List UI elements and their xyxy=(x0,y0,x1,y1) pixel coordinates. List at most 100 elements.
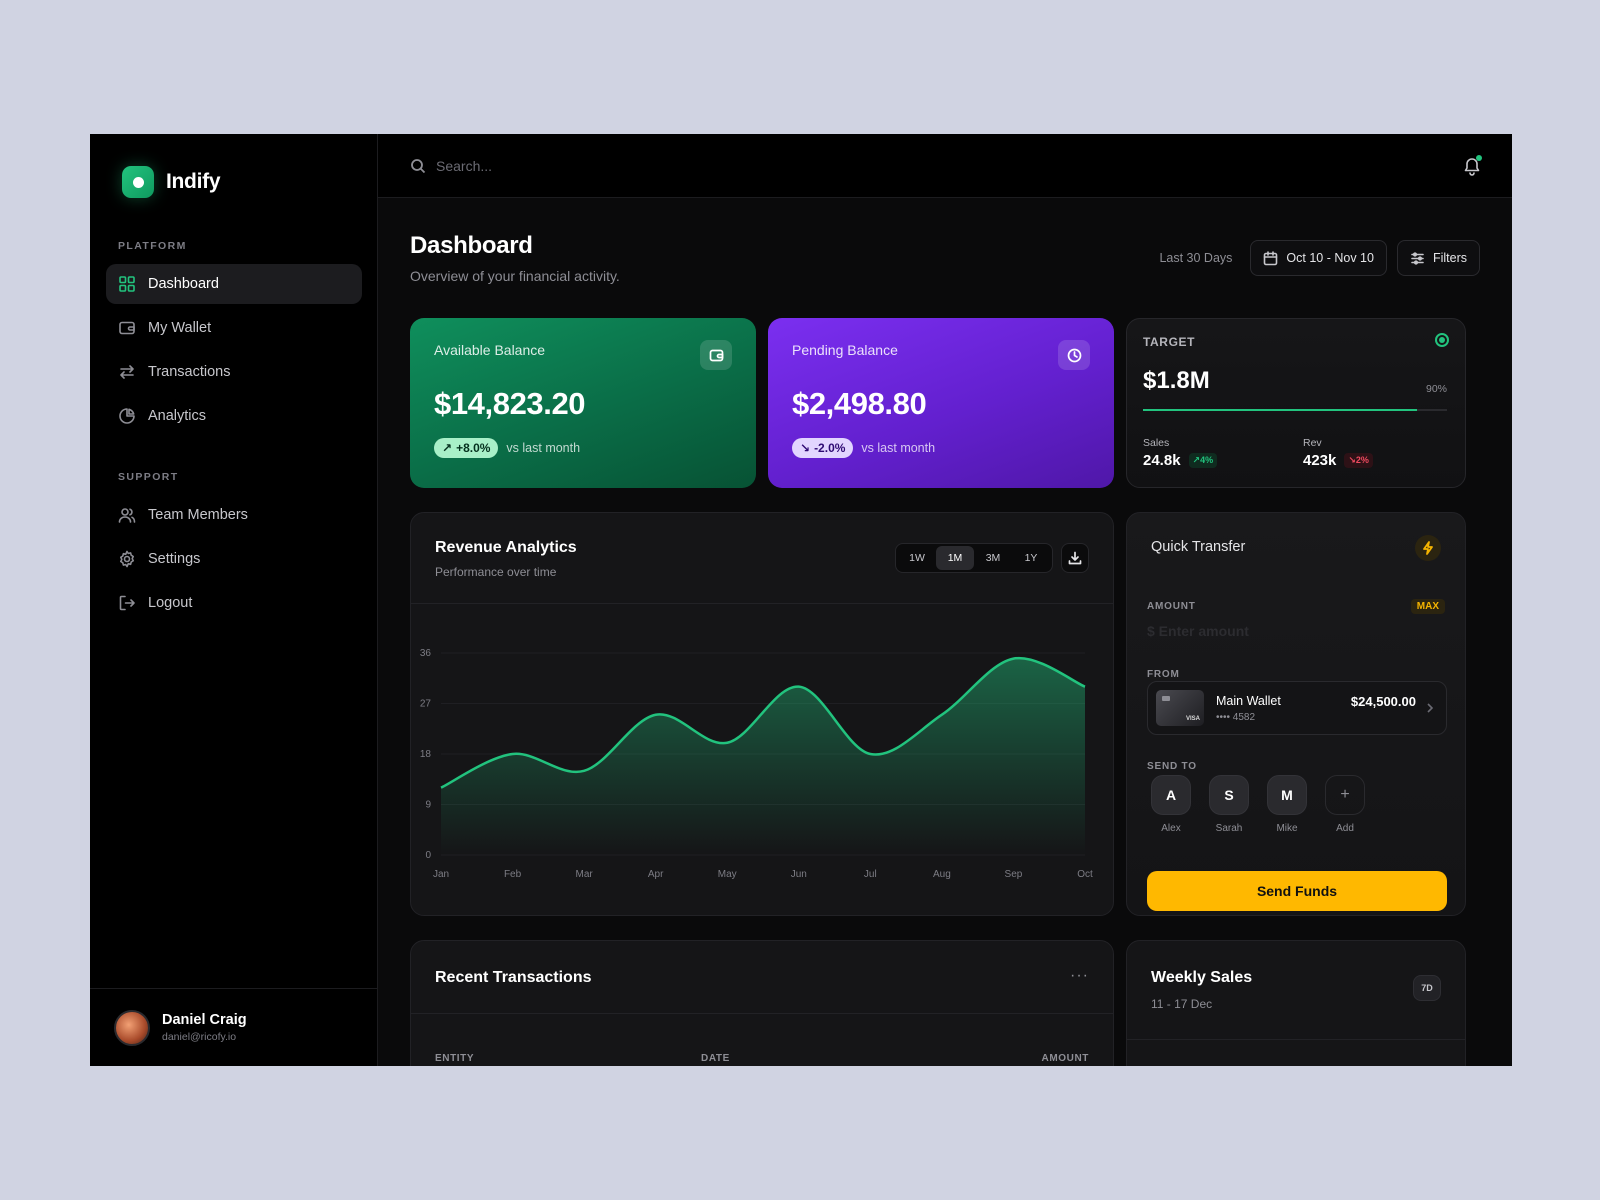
x-tick-label: Feb xyxy=(504,869,522,880)
sidebar-item-label: Settings xyxy=(148,551,201,567)
range-option-1m[interactable]: 1M xyxy=(936,546,974,570)
target-progress-track xyxy=(1143,409,1447,411)
add-contact-button[interactable]: + Add xyxy=(1325,775,1365,834)
plus-icon: + xyxy=(1325,775,1365,815)
revenue-line xyxy=(440,656,1086,789)
weekly-subtitle: 11 - 17 Dec xyxy=(1151,997,1213,1011)
range-option-3m[interactable]: 3M xyxy=(985,552,1001,564)
arrows-icon xyxy=(120,365,134,379)
search-input[interactable]: Search... xyxy=(410,158,492,174)
revenue-area xyxy=(441,658,1085,855)
column-header-entity[interactable]: ENTITY xyxy=(435,1053,475,1064)
revenue-chart: 0 9 18 27 36 Jan Feb Mar Apr May Jun Jul Aug Sep Oct xyxy=(420,648,1093,880)
amount-input[interactable]: $ Enter amount xyxy=(1147,623,1249,639)
contact-name: Sarah xyxy=(1215,823,1243,834)
target-card: TARGET $1.8M 90% Sales 24.8k ↗4% Rev 423… xyxy=(1126,318,1466,488)
more-options-icon[interactable]: ··· xyxy=(1070,967,1089,984)
sidebar-item-label: Team Members xyxy=(148,507,248,523)
user-email: daniel@ricofy.io xyxy=(162,1031,237,1043)
nav-platform: PLATFORM Dashboard My Wallet Transaction… xyxy=(106,240,362,440)
available-balance-delta: ↗ +8.0% vs last month xyxy=(434,438,580,458)
rev-delta: ↘2% xyxy=(1344,453,1373,468)
contact-alex[interactable]: A Alex xyxy=(1151,775,1191,834)
amount-label: AMOUNT xyxy=(1147,601,1196,612)
download-button[interactable] xyxy=(1061,543,1089,573)
target-progress-fill xyxy=(1143,409,1417,411)
user-profile[interactable]: Daniel Craig daniel@ricofy.io xyxy=(90,988,377,1066)
range-option-1w[interactable]: 1W xyxy=(909,552,925,564)
divider xyxy=(411,603,1113,604)
sidebar-item-logout[interactable]: Logout xyxy=(106,583,362,623)
sales-label: Sales xyxy=(1143,437,1170,449)
sales-stat: Sales 24.8k ↗4% xyxy=(1143,437,1218,469)
x-tick-label: Jan xyxy=(433,869,449,880)
page-subtitle: Overview of your financial activity. xyxy=(410,268,620,284)
rev-stat: Rev 423k ↘2% xyxy=(1303,437,1373,469)
notifications-button[interactable] xyxy=(1462,155,1482,176)
x-tick-label: Mar xyxy=(575,869,593,880)
x-tick-label: Apr xyxy=(648,869,664,880)
search-placeholder: Search... xyxy=(436,157,493,174)
sidebar-item-analytics[interactable]: Analytics xyxy=(106,396,362,436)
y-tick-label: 27 xyxy=(420,699,432,710)
sidebar-item-my-wallet[interactable]: My Wallet xyxy=(106,308,362,348)
sidebar-item-label: Logout xyxy=(148,595,193,611)
y-tick-label: 9 xyxy=(425,800,431,811)
user-name: Daniel Craig xyxy=(162,1012,247,1028)
sidebar-item-label: Analytics xyxy=(148,408,207,424)
brand-name: Indify xyxy=(166,170,221,193)
revenue-subtitle: Performance over time xyxy=(435,565,557,579)
send-funds-button[interactable]: Send Funds xyxy=(1147,871,1447,911)
from-wallet-select[interactable]: VISA Main Wallet •••• 4582 $24,500.00 xyxy=(1147,681,1447,735)
clock-icon xyxy=(1058,340,1090,370)
arrow-up-right-icon: ↗ xyxy=(442,441,453,455)
date-range-button[interactable]: Oct 10 - Nov 10 xyxy=(1250,240,1387,276)
sidebar-item-transactions[interactable]: Transactions xyxy=(106,352,362,392)
revenue-analytics-panel: Revenue Analytics Performance over time … xyxy=(410,512,1114,916)
range-toggle: 1W 1M 3M 1Y xyxy=(895,543,1053,573)
delta-value: +8.0% xyxy=(456,441,491,455)
contact-mike[interactable]: M Mike xyxy=(1267,775,1307,834)
quick-transfer-title: Quick Transfer xyxy=(1151,539,1246,555)
credit-card-icon: VISA xyxy=(1156,690,1204,726)
range-option-1y[interactable]: 1Y xyxy=(1024,552,1038,564)
compare-label: vs last month xyxy=(861,441,936,455)
y-tick-label: 0 xyxy=(425,850,431,861)
page-title: Dashboard xyxy=(410,232,533,259)
sidebar-item-settings[interactable]: Settings xyxy=(106,539,362,579)
target-icon xyxy=(1435,333,1449,347)
topbar: Search... xyxy=(378,134,1512,198)
recent-transactions-panel: Recent Transactions ··· ENTITY DATE AMOU… xyxy=(410,940,1114,1066)
column-header-amount[interactable]: AMOUNT xyxy=(1041,1053,1089,1064)
notification-dot xyxy=(1476,155,1482,161)
pending-balance-card[interactable]: Pending Balance $2,498.80 ↘ -2.0% vs las… xyxy=(768,318,1114,488)
sidebar-item-label: My Wallet xyxy=(148,320,212,336)
contact-sarah[interactable]: S Sarah xyxy=(1209,775,1249,834)
nav-heading-platform: PLATFORM xyxy=(118,240,187,252)
filters-button[interactable]: Filters xyxy=(1396,240,1480,276)
sidebar-item-dashboard[interactable]: Dashboard xyxy=(106,264,362,304)
target-value: $1.8M xyxy=(1143,367,1210,394)
avatar xyxy=(114,1009,150,1046)
sidebar-item-team-members[interactable]: Team Members xyxy=(106,495,362,535)
column-header-date[interactable]: DATE xyxy=(701,1053,730,1064)
filters-label: Filters xyxy=(1432,251,1467,265)
pending-balance-value: $2,498.80 xyxy=(792,386,927,421)
sidebar: Indify PLATFORM Dashboard My Wallet Tran… xyxy=(90,134,378,1066)
max-button[interactable]: MAX xyxy=(1410,599,1445,614)
available-balance-card[interactable]: Available Balance $14,823.20 ↗ +8.0% vs … xyxy=(410,318,756,488)
wallet-icon xyxy=(700,340,732,370)
nav-support: SUPPORT Team Members Settings Logout xyxy=(106,471,362,627)
y-tick-label: 36 xyxy=(420,648,432,659)
weekly-sales-panel: Weekly Sales 11 - 17 Dec 7D xyxy=(1126,940,1466,1066)
sidebar-item-label: Dashboard xyxy=(148,276,219,292)
wallet-balance: $24,500.00 xyxy=(1350,694,1416,709)
period-badge[interactable]: 7D xyxy=(1413,975,1441,1001)
y-tick-label: 18 xyxy=(420,749,432,760)
x-tick-label: Sep xyxy=(1005,869,1023,880)
wallet-icon xyxy=(119,321,135,335)
weekly-title: Weekly Sales xyxy=(1151,969,1253,986)
brand[interactable]: Indify xyxy=(122,166,221,198)
contact-avatar: A xyxy=(1151,775,1191,815)
divider xyxy=(411,1013,1113,1014)
